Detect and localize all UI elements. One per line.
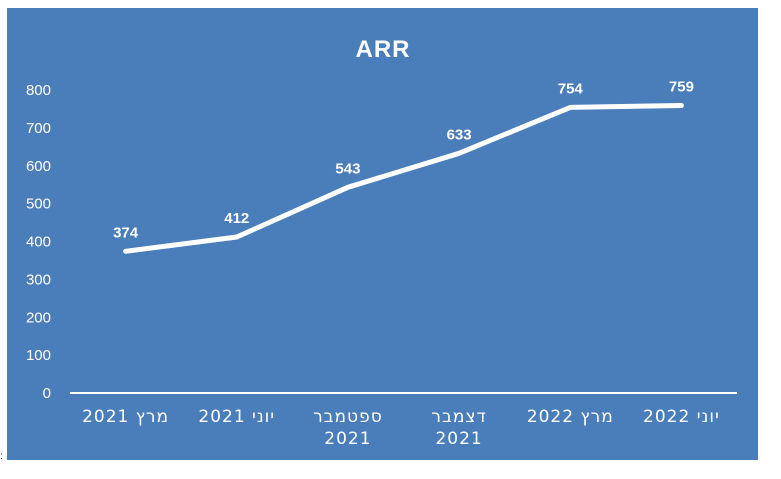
line-chart: ARR 0 100 200 300 400 500 600 700 800 מרץ 2021 יו… xyxy=(26,36,737,449)
y-tick-label: 700 xyxy=(26,120,51,137)
series-line xyxy=(123,103,684,254)
x-tick-label: מרץ 2022 xyxy=(527,407,614,427)
x-tick-label: יוני 2022 xyxy=(643,407,720,427)
y-tick-label: 500 xyxy=(26,196,51,213)
x-tick-label: דצמבר xyxy=(431,407,486,427)
y-tick-label: 300 xyxy=(26,271,51,288)
x-tick-label: מרץ 2021 xyxy=(82,407,169,427)
data-labels: 374 412 543 633 754 759 xyxy=(113,79,694,242)
data-label: 633 xyxy=(447,126,472,143)
data-label: 374 xyxy=(113,224,139,241)
data-label: 412 xyxy=(224,210,249,227)
y-tick-label: 200 xyxy=(26,309,51,326)
y-tick-label: 0 xyxy=(43,385,51,402)
x-tick-label: ספטמבר xyxy=(313,407,383,427)
y-tick-label: 600 xyxy=(26,158,51,175)
corner-mark: : xyxy=(0,451,3,462)
x-tick-label: 2021 xyxy=(324,429,371,449)
x-tick-label: 2021 xyxy=(435,429,482,449)
data-label: 759 xyxy=(669,79,694,96)
x-axis: מרץ 2021 יוני 2021 ספטמבר2021דצמבר2021מרץ … xyxy=(82,407,720,449)
y-tick-label: 100 xyxy=(26,347,51,364)
chart-title: ARR xyxy=(356,36,411,63)
y-tick-label: 800 xyxy=(26,82,51,99)
drop-lines xyxy=(124,105,683,393)
x-tick-label: יוני 2021 xyxy=(198,407,275,427)
data-label: 543 xyxy=(335,160,360,177)
data-label: 754 xyxy=(558,80,584,97)
y-axis: 0 100 200 300 400 500 600 700 800 xyxy=(26,82,51,402)
y-tick-label: 400 xyxy=(26,234,51,251)
chart-area: ARR 0 100 200 300 400 500 600 700 800 מרץ 2021 יו… xyxy=(7,8,758,460)
